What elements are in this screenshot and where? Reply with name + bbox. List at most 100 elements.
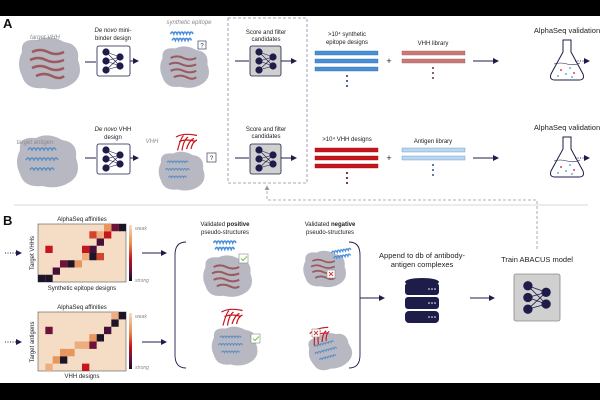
heatmap-cell [96,238,104,246]
score-filter-title: Score and filter [246,30,286,36]
antigen-library-sequence-list [401,147,466,177]
negative-header: Validated negative [305,222,356,228]
target-vhh-label: target VHH [30,35,60,41]
right-bracket [348,241,361,369]
heatmap-cell [82,341,90,349]
heatmap-cell [45,274,53,282]
heatmap-vhh-vs-epitopes [37,223,127,283]
colorbar-weak-label: weak [135,226,147,232]
left-bracket [174,241,187,369]
vhh-label: VHH [146,139,159,145]
question-icon: ? [206,152,217,163]
synthetic-designs-label: epitope designs [326,40,368,46]
neural-network-icon [96,45,131,77]
svg-text:?: ? [210,156,214,162]
heatmap2-ylabel: Target antigens [30,321,36,362]
score-filter-dashed-box [227,17,308,184]
feedback-dashed-arrow [264,185,538,249]
heatmap-cell [89,245,97,253]
synthetic-designs-count: >10⁴ synthetic [328,31,366,38]
heatmap-cell [82,363,90,371]
heatmap-cell [67,348,75,357]
heatmap-cell [89,231,97,239]
heatmap-cell [89,253,97,261]
vhh-design-title: De novo VHH [95,127,132,133]
heatmap-cell [104,326,112,335]
heatmap-cell [118,312,126,320]
heatmap-cell [82,245,90,253]
score-filter-subtitle: candidates [251,37,280,43]
heatmap-cell [104,231,112,239]
panel-b-label: B [3,213,12,228]
minibinder-design-subtitle: binder design [95,36,131,42]
vhh-library-label: VHH library [418,41,449,47]
cross-icon [311,328,321,338]
negative-header-sub: pseudo-structures [306,230,354,236]
heatmap-cell [82,253,90,261]
score-filter-title: Score and filter [246,127,286,133]
check-icon [238,253,249,264]
colorbar-strong-label: strong [135,278,149,284]
scoring-network-icon [249,143,282,175]
alphaseq-validation-title: AlphaSeq validation [534,26,600,35]
colorbar-weak-label: weak [135,314,147,320]
heatmap-cell [104,224,112,232]
heatmap-cell [111,224,119,232]
heatmap2-title: AlphaSeq affinities [57,305,107,311]
heatmap-cell [45,326,53,335]
heatmap-cell [111,312,119,320]
plus-sign: + [386,153,391,163]
question-icon: ? [197,40,207,50]
heatmap-cell [96,253,104,261]
heatmap-cell [60,260,68,268]
heatmap1-colorbar [129,225,132,281]
heatmap-cell [96,231,104,239]
database-step-title: Append to db of antibody- [379,251,465,260]
heatmap-cell [52,356,60,364]
plus-sign: + [386,56,391,66]
check-icon [250,333,261,344]
vhh-design-sequence-list [314,147,379,185]
scoring-network-icon [249,45,282,77]
score-filter-subtitle: candidates [251,134,280,140]
vhh-design-subtitle: design [104,135,122,141]
database-icon [405,278,439,323]
heatmap-cell [60,356,68,364]
heatmap-cell [52,267,60,275]
antigen-library-label: Antigen library [414,139,452,145]
alphaseq-validation-title: AlphaSeq validation [534,123,600,132]
heatmap-antigens-vs-vhh [37,311,127,372]
cross-icon [326,269,336,279]
train-abacus-title: Train ABACUS model [501,255,573,264]
panel-a-label: A [3,16,13,31]
target-antigen-label: target antigen [17,140,54,146]
heatmap-cell [74,260,82,268]
heatmap-cell [111,319,119,327]
abacus-model-icon [513,273,561,322]
heatmap-cell [60,348,68,357]
heatmap-cell [74,341,82,349]
vhh-library-sequence-list [401,50,466,80]
heatmap-cell [89,334,97,342]
heatmap-cell [45,363,53,371]
heatmap1-xlabel: Synthetic epitope designs [48,286,116,292]
minibinder-design-title: De novo mini- [94,28,131,34]
colorbar-strong-label: strong [135,365,149,371]
svg-text:?: ? [200,44,204,50]
heatmap1-ylabel: Target VHHs [30,236,36,270]
heatmap2-xlabel: VHH designs [64,374,99,380]
heatmap-cell [89,341,97,349]
heatmap-cell [38,274,46,282]
heatmap-cell [96,334,104,342]
positive-header-sub: pseudo-structures [201,230,249,236]
positive-header: Validated positive [201,222,251,228]
heatmap2-colorbar [129,313,132,369]
target-vhh-structure [19,37,80,90]
neural-network-icon [96,143,131,175]
vhh-designs-count: >10⁴ VHH designs [322,136,371,143]
database-step-subtitle: antigen complexes [391,260,454,269]
heatmap-cell [67,260,75,268]
synthetic-epitope-sequence-list [314,50,379,88]
heatmap1-title: AlphaSeq affinities [57,217,107,223]
